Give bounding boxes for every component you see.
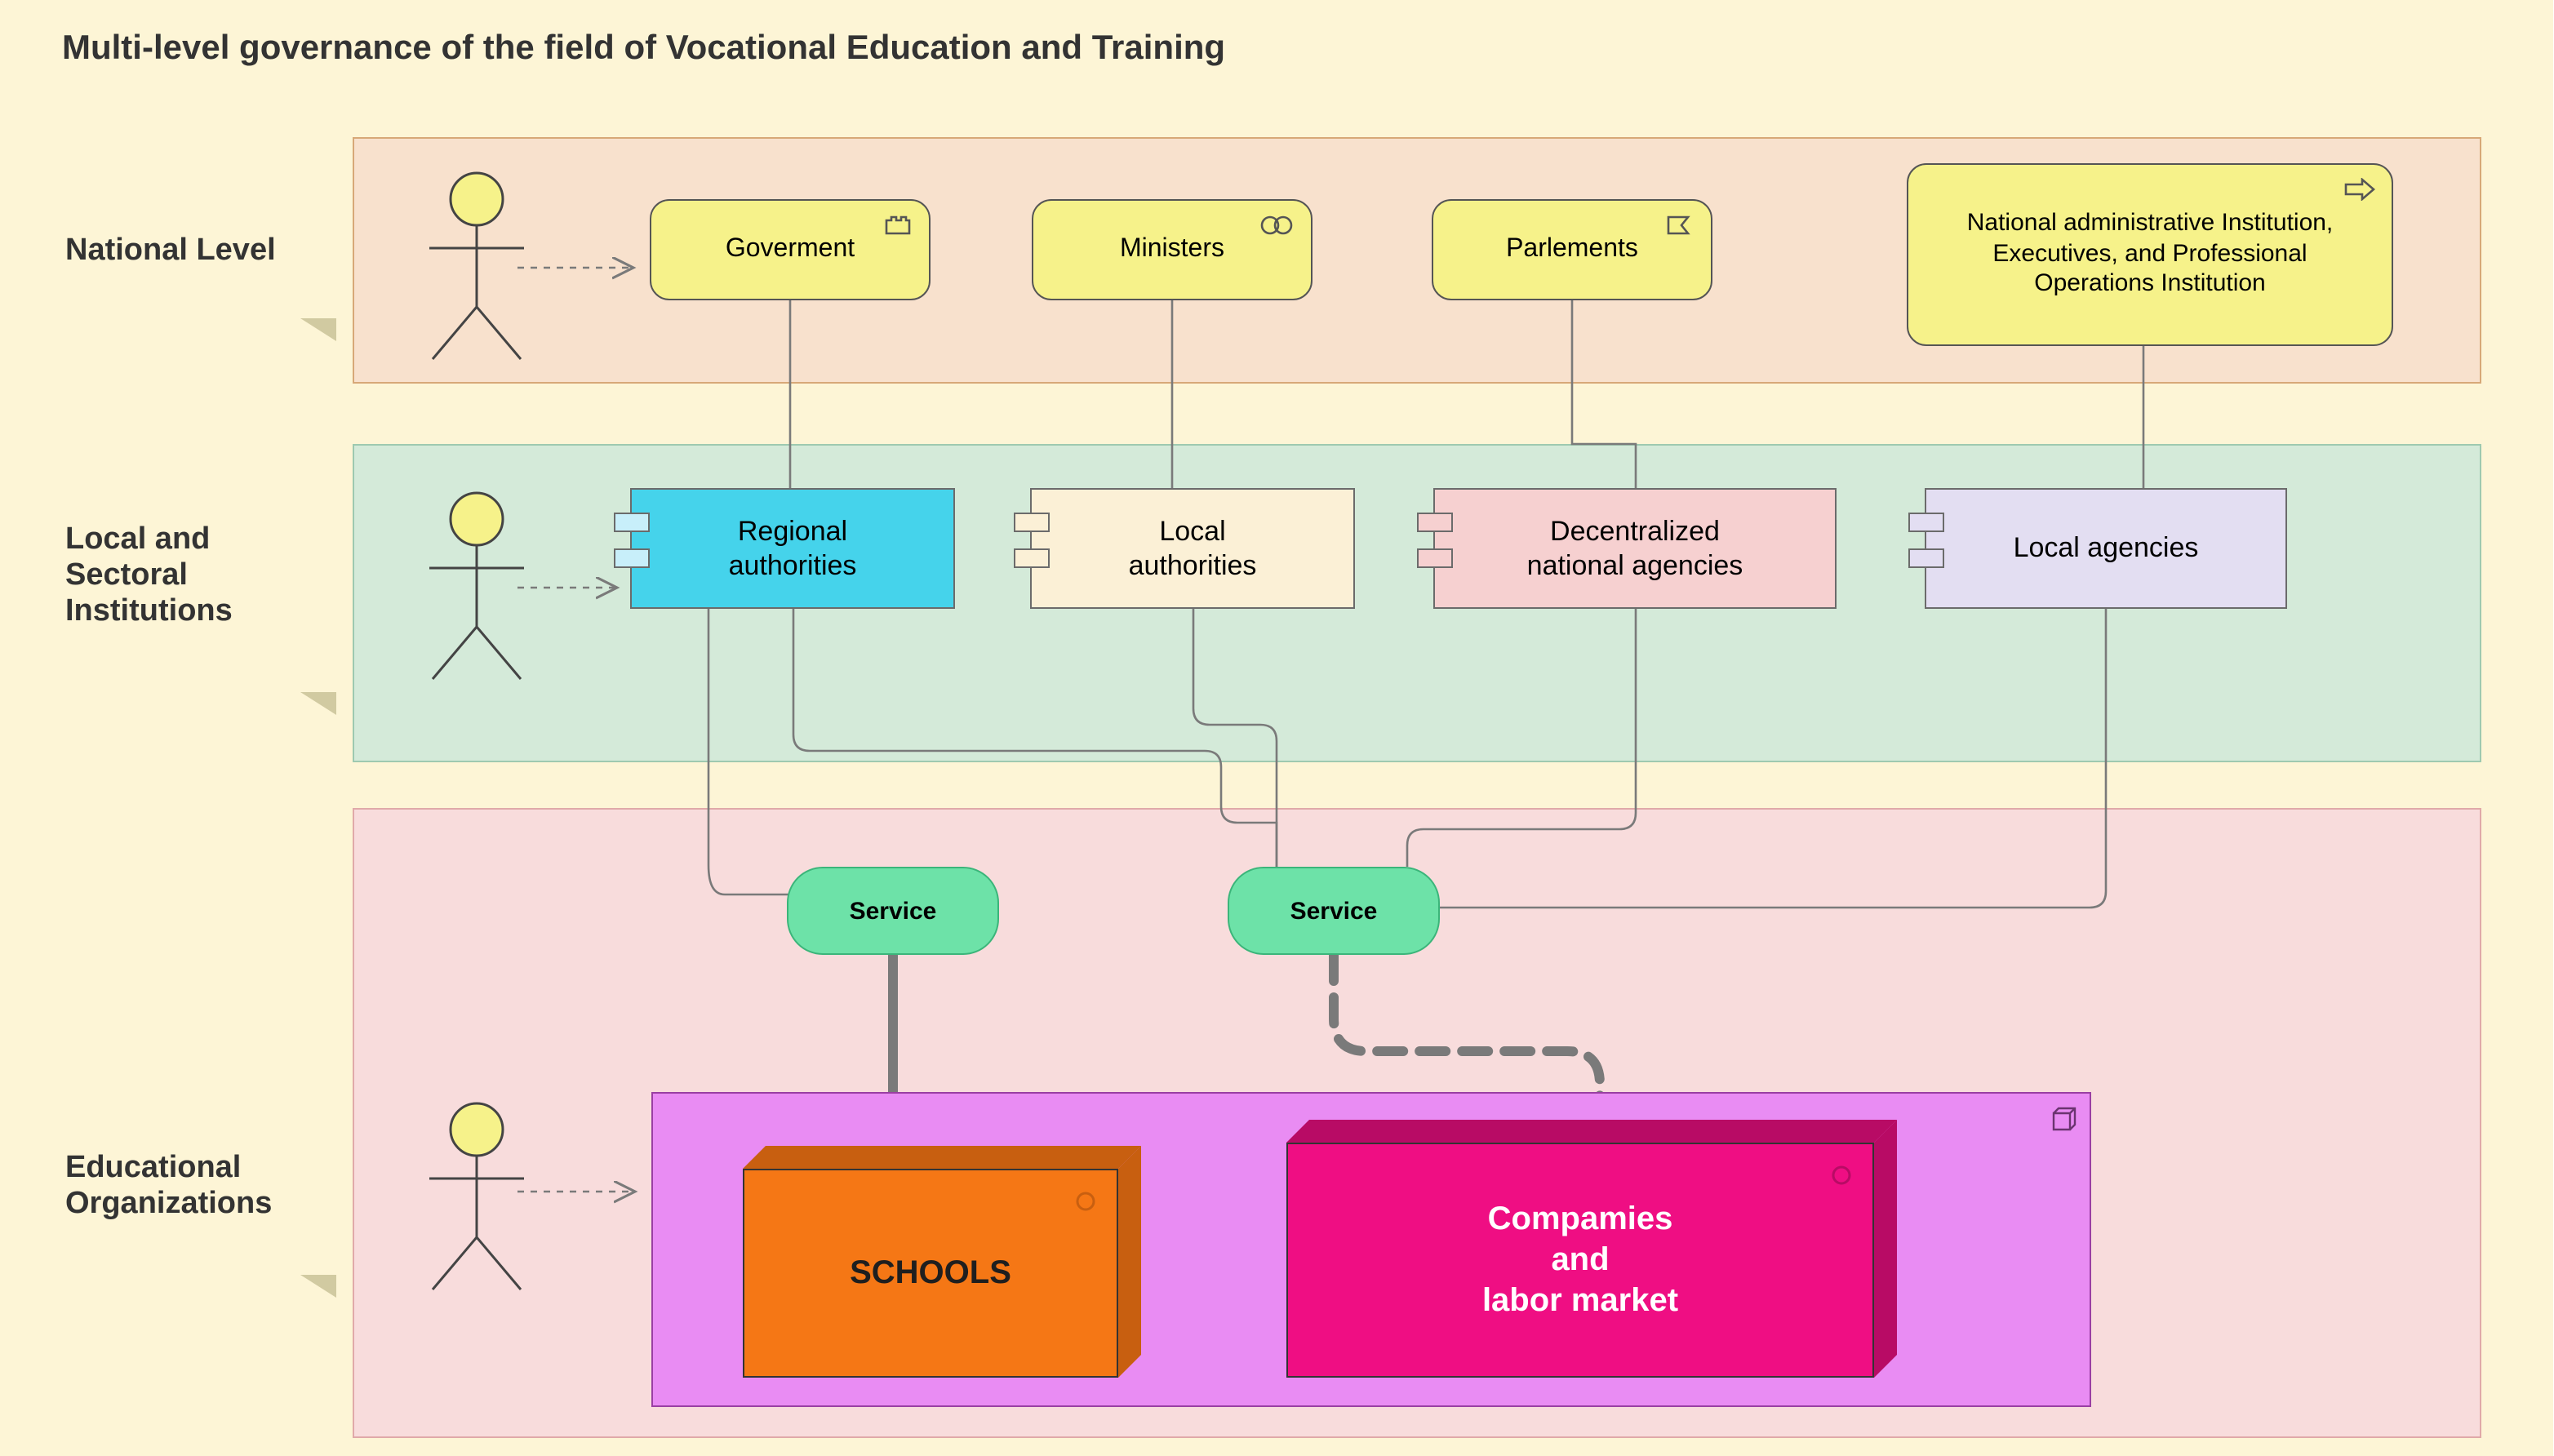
diagram-title: Multi-level governance of the field of V…: [62, 29, 1225, 69]
circle-icon: [1074, 1183, 1097, 1224]
box3d-companies-front: Compamies and labor market: [1286, 1143, 1874, 1378]
component-tabs-icon: [1417, 513, 1453, 584]
component-decnat-label: Decentralized national agencies: [1527, 514, 1743, 584]
node-government: Goverment: [650, 199, 931, 300]
sticky-local: Local and Sectoral Institutions: [56, 516, 336, 692]
component-locagc-label: Local agencies: [2014, 531, 2199, 566]
actor-edu: [420, 1100, 534, 1296]
node-government-label: Goverment: [726, 233, 855, 266]
node-ministers-label: Ministers: [1120, 233, 1224, 266]
component-localauth-label: Local authorities: [1129, 514, 1257, 584]
sticky-edu-label: Educational Organizations: [65, 1151, 272, 1223]
service-pill-2: Service: [1228, 867, 1440, 955]
component-tabs-icon: [614, 513, 650, 584]
node-parlements: Parlements: [1432, 199, 1712, 300]
component-decentralized-agencies: Decentralized national agencies: [1433, 488, 1837, 609]
sticky-local-label: Local and Sectoral Institutions: [65, 522, 233, 630]
component-regional-label: Regional authorities: [729, 514, 857, 584]
actor-local: [420, 490, 534, 686]
diagram-canvas: Multi-level governance of the field of V…: [0, 0, 2553, 1456]
actor-national: [420, 170, 534, 366]
rings-icon: [1259, 214, 1295, 246]
service-pill-1: Service: [787, 867, 999, 955]
component-local-agencies: Local agencies: [1925, 488, 2287, 609]
component-local-authorities: Local authorities: [1030, 488, 1355, 609]
cube-icon: [2047, 1103, 2077, 1141]
service-label-1: Service: [850, 897, 937, 925]
node-ministers: Ministers: [1032, 199, 1313, 300]
component-tabs-icon: [1014, 513, 1050, 584]
circle-icon: [1830, 1157, 1853, 1198]
arrow-right-icon: [2343, 178, 2375, 211]
service-label-2: Service: [1290, 897, 1378, 925]
node-institutions: National administrative Institution, Exe…: [1907, 163, 2393, 346]
sticky-national: National Level: [56, 201, 336, 318]
castle-icon: [883, 214, 913, 246]
schools-label: SCHOOLS: [850, 1253, 1011, 1294]
box3d-schools-front: SCHOOLS: [743, 1169, 1118, 1378]
sticky-national-label: National Level: [65, 233, 276, 269]
flag-icon: [1665, 214, 1695, 246]
box3d-schools: SCHOOLS: [743, 1146, 1141, 1378]
node-institutions-label: National administrative Institution, Exe…: [1941, 209, 2359, 301]
box3d-companies: Compamies and labor market: [1286, 1120, 1897, 1378]
sticky-edu: Educational Organizations: [56, 1134, 336, 1275]
node-parlements-label: Parlements: [1506, 233, 1638, 266]
component-tabs-icon: [1908, 513, 1944, 584]
component-regional-authorities: Regional authorities: [630, 488, 955, 609]
companies-label: Compamies and labor market: [1482, 1199, 1678, 1321]
